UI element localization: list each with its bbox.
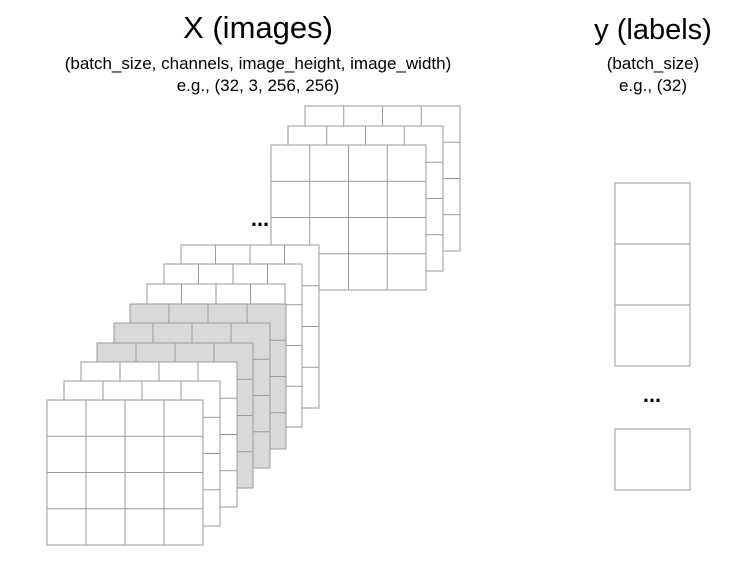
x-title: X (images)	[183, 10, 333, 45]
y-ellipsis: ...	[642, 382, 662, 407]
x-ellipsis: ...	[250, 206, 270, 231]
y-shape-example: e.g., (32)	[618, 76, 688, 95]
x-shape-description: (batch_size, channels, image_height, ima…	[64, 54, 452, 73]
image-1-channel-1	[46, 399, 204, 546]
label-box-1	[614, 182, 691, 245]
label-box-3	[614, 304, 691, 367]
label-stack	[614, 182, 691, 491]
x-shape-example: e.g., (32, 3, 256, 256)	[176, 76, 340, 95]
y-title: y (labels)	[594, 14, 712, 46]
label-box-last	[614, 428, 691, 491]
image-stack	[46, 105, 461, 546]
label-box-2	[614, 243, 691, 306]
y-shape-description: (batch_size)	[606, 54, 700, 73]
